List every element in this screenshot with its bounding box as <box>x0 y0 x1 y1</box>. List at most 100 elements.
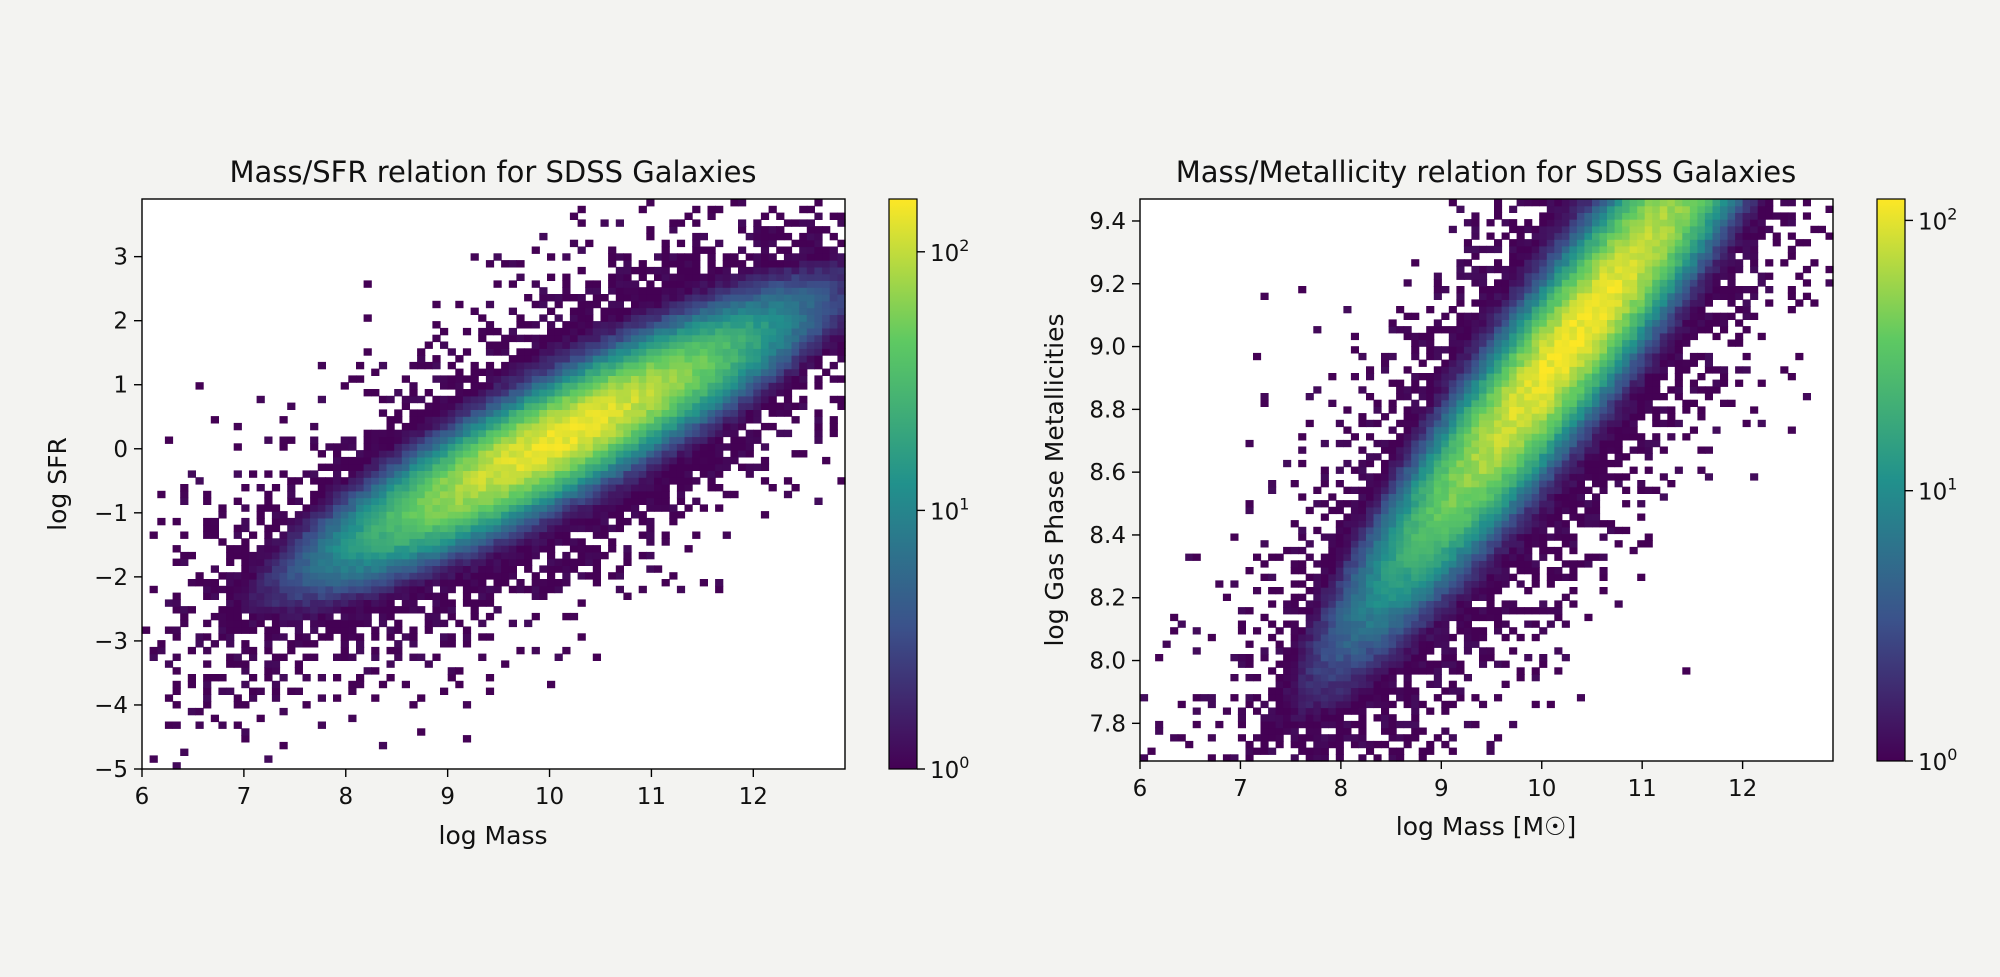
density-cell <box>829 422 838 431</box>
density-cell <box>791 416 800 424</box>
density-cell <box>1328 573 1337 581</box>
density-cell <box>1463 245 1472 254</box>
density-cell <box>646 334 655 343</box>
density-cell <box>1554 265 1563 274</box>
density-cell <box>1463 332 1472 341</box>
density-cell <box>1268 573 1277 581</box>
density-cell <box>776 266 785 275</box>
density-cell <box>1403 694 1412 702</box>
density-cell <box>1539 265 1548 274</box>
density-cell <box>485 382 495 390</box>
density-cell <box>669 307 678 315</box>
density-cell <box>1524 326 1533 334</box>
density-cell <box>753 239 762 248</box>
density-cell <box>1388 399 1397 407</box>
density-cell <box>539 341 548 349</box>
density-cell <box>592 443 601 451</box>
density-cell <box>1448 426 1457 434</box>
density-cell <box>424 660 433 668</box>
density-cell <box>302 701 311 709</box>
density-cell <box>692 232 701 241</box>
density-cell <box>631 470 640 478</box>
density-cell <box>638 361 647 370</box>
density-cell <box>149 585 158 594</box>
density-cell <box>760 355 770 363</box>
density-cell <box>1576 433 1585 441</box>
y-tick-label: 0 <box>113 437 128 463</box>
density-cell <box>264 531 273 539</box>
density-cell <box>149 531 158 539</box>
density-cell <box>1403 500 1412 508</box>
density-cell <box>1509 252 1518 260</box>
density-cell <box>1448 667 1457 675</box>
density-cell <box>531 334 540 343</box>
density-cell <box>1501 265 1510 274</box>
density-cell <box>562 294 571 302</box>
density-cell <box>1441 433 1450 441</box>
density-cell <box>1358 660 1367 668</box>
density-cell <box>1313 620 1322 628</box>
density-cell <box>1403 433 1412 441</box>
density-cell <box>676 266 686 275</box>
density-cell <box>1546 259 1555 267</box>
density-cell <box>203 524 212 533</box>
density-cell <box>409 382 418 390</box>
density-cell <box>447 443 456 451</box>
density-cell <box>1343 647 1352 655</box>
density-cell <box>432 599 441 607</box>
density-cell <box>233 599 242 607</box>
density-cell <box>294 667 303 675</box>
density-cell <box>1305 720 1314 729</box>
density-cell <box>1418 473 1427 481</box>
density-cell <box>1433 546 1442 555</box>
density-cell <box>1539 299 1548 307</box>
density-cell <box>1268 587 1277 595</box>
density-cell <box>1237 620 1246 628</box>
density-cell <box>1381 627 1390 635</box>
density-cell <box>440 402 449 410</box>
density-cell <box>646 463 655 471</box>
density-cell <box>409 490 418 499</box>
density-cell <box>592 653 601 661</box>
density-cell <box>1554 386 1563 394</box>
density-cell <box>1418 433 1427 441</box>
density-cell <box>1516 546 1525 555</box>
density-cell <box>623 321 632 329</box>
density-cell <box>822 273 831 281</box>
density-cell <box>1426 620 1435 628</box>
density-cell <box>1358 486 1367 494</box>
density-cell <box>715 436 724 444</box>
density-cell <box>1501 466 1510 474</box>
density-cell <box>569 436 579 444</box>
density-cell <box>806 334 815 343</box>
density-cell <box>738 450 747 458</box>
density-cell <box>1373 714 1382 722</box>
density-cell <box>562 579 571 587</box>
density-cell <box>577 219 586 227</box>
density-cell <box>1388 480 1397 488</box>
density-cell <box>1554 406 1563 414</box>
density-cell <box>1561 212 1570 220</box>
density-cell <box>195 633 204 641</box>
density-cell <box>654 402 663 410</box>
density-cell <box>1576 426 1585 434</box>
density-cell <box>1418 446 1427 454</box>
density-cell <box>783 280 793 288</box>
density-cell <box>1554 433 1563 441</box>
density-cell <box>386 626 395 634</box>
density-cell <box>791 341 800 349</box>
density-cell <box>1486 366 1495 374</box>
density-cell <box>1433 526 1442 535</box>
density-cell <box>1403 560 1412 568</box>
density-cell <box>1531 386 1540 394</box>
density-cell <box>524 368 533 376</box>
density-cell <box>1554 346 1563 354</box>
density-cell <box>485 450 495 458</box>
density-cell <box>386 484 395 492</box>
density-cell <box>279 436 288 444</box>
density-cell <box>1471 613 1480 622</box>
density-cell <box>547 545 556 553</box>
density-cell <box>1479 426 1488 434</box>
density-cell <box>837 307 846 315</box>
density-cell <box>317 477 326 485</box>
